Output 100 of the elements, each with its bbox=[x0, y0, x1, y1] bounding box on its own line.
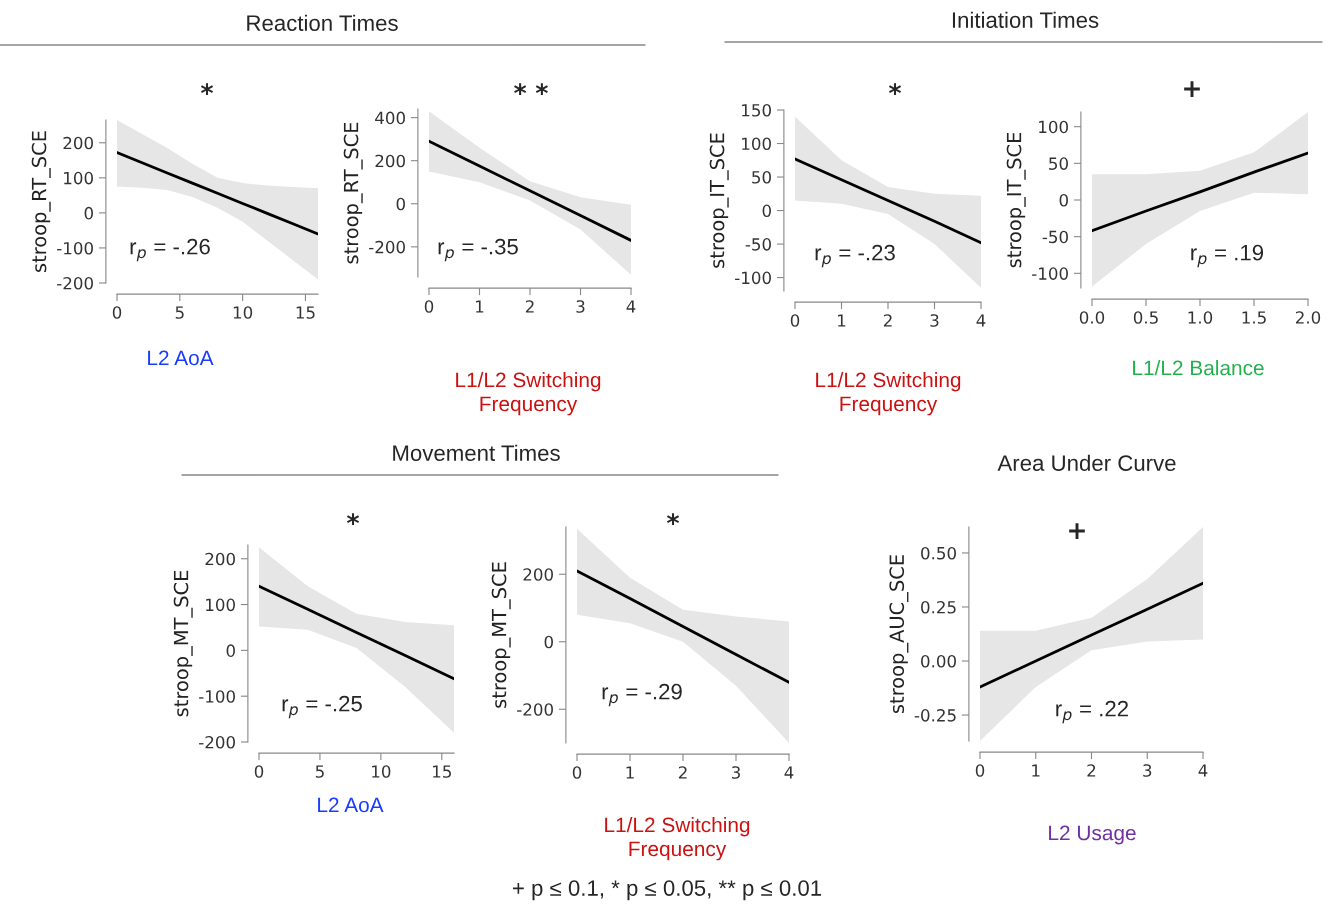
y-tick-label: 150 bbox=[742, 103, 771, 117]
y-axis-title: stroop_RT_SCE bbox=[31, 131, 51, 272]
x-tick-label: 1 bbox=[476, 300, 484, 313]
y-tick-label: -100 bbox=[57, 241, 93, 255]
x-tick-label: 15 bbox=[296, 306, 315, 319]
x-tick-label: 0 bbox=[572, 766, 582, 779]
y-tick-label: 50 bbox=[1049, 157, 1068, 170]
y-tick-label: 0.50 bbox=[921, 546, 956, 560]
y-tick-label: -100 bbox=[1032, 267, 1068, 280]
y-tick-label: 200 bbox=[205, 552, 235, 566]
y-tick-label: 0 bbox=[84, 206, 93, 220]
x-tick-label: 2.0 bbox=[1295, 311, 1321, 324]
x-tick-label: 1 bbox=[626, 766, 634, 779]
y-axis-title: stroop_RT_SCE bbox=[343, 122, 363, 264]
x-tick-label: 4 bbox=[976, 314, 986, 327]
y-tick-label: 0 bbox=[1059, 193, 1068, 207]
x-tick-label: 3 bbox=[930, 314, 939, 327]
x-tick-label: 0 bbox=[424, 300, 434, 313]
y-tick-label: -200 bbox=[517, 703, 553, 716]
x-tick-label: 4 bbox=[1198, 764, 1208, 777]
annotation: r$_{p}$ = -.25 bbox=[282, 695, 362, 719]
annotation: r$_{p}$ = -.35 bbox=[438, 238, 518, 262]
chart-subtitle: + bbox=[1184, 81, 1200, 97]
text: + p ≤ 0.1, * p ≤ 0.05, ** p ≤ 0.01 bbox=[512, 880, 822, 901]
y-tick-label: -50 bbox=[745, 238, 771, 251]
x-tick-label: 10 bbox=[372, 765, 391, 778]
y-tick-label: 0 bbox=[762, 204, 771, 218]
y-tick-label: 0.00 bbox=[921, 654, 956, 668]
x-tick-label: 1 bbox=[838, 314, 846, 327]
x-axis-title: L1/L2 Switching Frequency bbox=[605, 817, 750, 861]
line-series bbox=[795, 157, 981, 245]
x-axis-title: L1/L2 Switching Frequency bbox=[456, 372, 601, 416]
y-tick-label: 0 bbox=[544, 635, 553, 649]
y-tick-label: 100 bbox=[206, 598, 235, 612]
y-tick-label: -200 bbox=[199, 735, 235, 749]
y-tick-label: 0 bbox=[226, 644, 235, 657]
x-tick-label: 1.5 bbox=[1242, 311, 1266, 324]
y-tick-label: 200 bbox=[63, 136, 93, 150]
annotation: r$_{p}$ = -.23 bbox=[815, 244, 895, 268]
x-tick-label: 5 bbox=[315, 765, 324, 778]
annotation: r$_{p}$ = .22 bbox=[1056, 700, 1128, 724]
y-tick-label: 200 bbox=[375, 154, 405, 168]
y-tick-label: -100 bbox=[199, 690, 235, 703]
x-axis-title: L1/L2 Switching Frequency bbox=[816, 372, 961, 416]
x-tick-label: 3 bbox=[576, 300, 585, 313]
y-tick-label: 0 bbox=[396, 197, 405, 211]
y-tick-label: 0.25 bbox=[921, 600, 956, 614]
chart-title: Movement Times bbox=[393, 444, 560, 461]
x-tick-label: 2 bbox=[525, 300, 534, 313]
y-axis-title: stroop_MT_SCE bbox=[491, 562, 511, 708]
y-axis-title: stroop_IT_SCE bbox=[709, 133, 729, 268]
x-tick-label: 3 bbox=[1143, 764, 1152, 777]
y-tick-label: -50 bbox=[1042, 230, 1068, 244]
line-series bbox=[117, 151, 318, 236]
x-tick-label: 4 bbox=[784, 766, 794, 779]
x-tick-label: 2 bbox=[678, 766, 687, 779]
line-series bbox=[980, 581, 1203, 689]
chart-title: Area Under Curve bbox=[997, 454, 1176, 471]
x-axis-title: L1/L2 Balance bbox=[1133, 360, 1264, 376]
chart-subtitle: * bbox=[888, 83, 902, 95]
x-axis-title: L2 AoA bbox=[148, 350, 214, 366]
y-tick-label: -200 bbox=[369, 240, 405, 254]
y-axis-title: stroop_IT_SCE bbox=[1006, 132, 1026, 268]
x-tick-label: 5 bbox=[175, 306, 184, 319]
y-tick-label: 100 bbox=[1039, 120, 1068, 134]
y-tick-label: -200 bbox=[57, 276, 93, 290]
x-tick-label: 0.0 bbox=[1079, 311, 1105, 324]
y-tick-label: -0.25 bbox=[914, 709, 956, 722]
y-axis-title: stroop_MT_SCE bbox=[173, 570, 193, 717]
x-tick-label: 0.5 bbox=[1133, 311, 1158, 324]
line-series bbox=[1092, 151, 1308, 233]
text: Initiation Times bbox=[952, 11, 1099, 28]
chart-subtitle: * bbox=[666, 513, 680, 525]
y-tick-label: 100 bbox=[742, 137, 771, 151]
x-tick-label: 10 bbox=[233, 306, 253, 319]
line-series bbox=[577, 569, 789, 684]
chart-subtitle: * bbox=[200, 83, 214, 95]
x-tick-label: 2 bbox=[883, 314, 892, 327]
y-tick-label: 200 bbox=[523, 568, 553, 581]
annotation: r$_{p}$ = .19 bbox=[1191, 244, 1264, 268]
chart-subtitle: * bbox=[346, 513, 360, 525]
y-tick-label: 100 bbox=[64, 171, 93, 185]
annotation: r$_{p}$ = -.29 bbox=[602, 683, 682, 707]
x-tick-label: 3 bbox=[731, 766, 740, 779]
x-tick-label: 4 bbox=[626, 300, 636, 313]
line-series bbox=[259, 584, 454, 681]
y-tick-label: 50 bbox=[752, 171, 771, 184]
x-tick-label: 1 bbox=[1032, 764, 1040, 777]
x-tick-label: 1.0 bbox=[1188, 311, 1213, 324]
y-axis-title: stroop_AUC_SCE bbox=[889, 555, 909, 714]
y-tick-label: 400 bbox=[375, 111, 405, 125]
x-tick-label: 2 bbox=[1087, 764, 1096, 777]
x-axis-title: L2 Usage bbox=[1049, 825, 1136, 845]
x-tick-label: 0 bbox=[254, 765, 264, 778]
annotation: r$_{p}$ = -.26 bbox=[130, 238, 210, 262]
chart-subtitle: * * bbox=[514, 83, 548, 95]
chart-title: Reaction Times bbox=[247, 14, 398, 31]
x-axis-title: L2 AoA bbox=[318, 797, 384, 813]
x-tick-label: 15 bbox=[433, 765, 451, 778]
x-tick-label: 0 bbox=[790, 314, 800, 327]
